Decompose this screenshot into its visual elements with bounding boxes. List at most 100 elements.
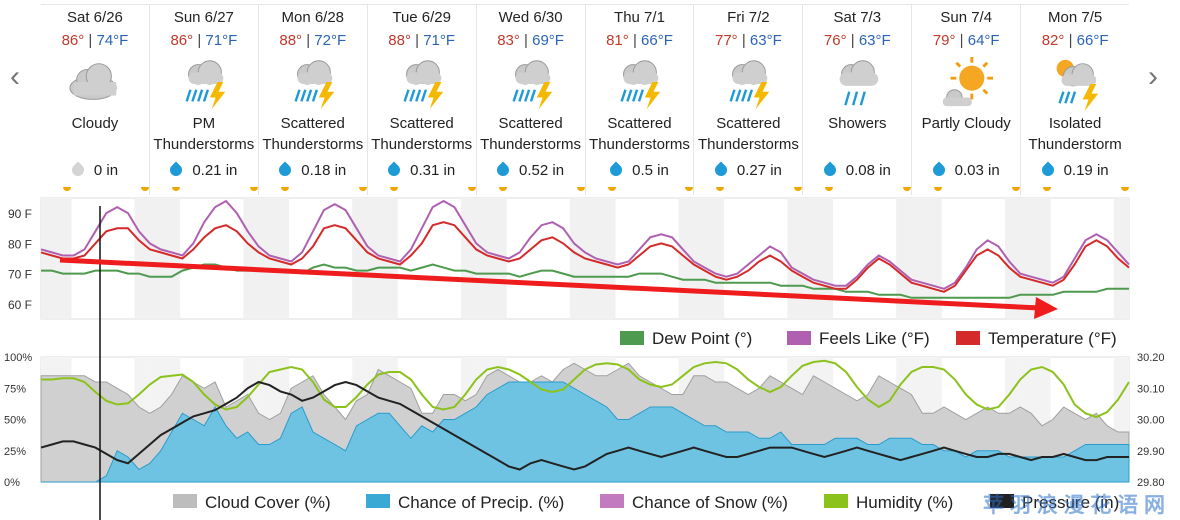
day-name: Tue 6/29 (392, 9, 451, 26)
condition-text: Scattered Thunderstorms (480, 115, 582, 153)
precip-amount: 0.31 in (368, 161, 476, 179)
legend-label: Pressure (in) (1022, 493, 1119, 512)
condition-text: Scattered Thunderstorms (589, 115, 690, 153)
legend-swatch (620, 331, 644, 345)
day-card[interactable]: Thu 7/1 81° | 66°F Scattered Thunderstorm… (586, 5, 695, 195)
thunderstorm-icon (185, 60, 226, 110)
condition-text: Showers (828, 115, 887, 132)
precip-amount: 0.27 in (694, 161, 802, 179)
sunset-marker-icon (249, 187, 258, 191)
day-name: Mon 7/5 (1048, 9, 1103, 26)
y-tick-label-left: 0% (4, 477, 20, 489)
y-tick-label: 70 F (8, 268, 32, 282)
day-temps: 81° | 66°F (606, 32, 673, 49)
day-card[interactable]: Wed 6/30 83° | 69°F Scattered Thunderstor… (477, 5, 586, 195)
sunset-marker-icon (1012, 187, 1021, 191)
day-temps: 76° | 63°F (823, 32, 891, 49)
low-temp: 64°F (967, 32, 1000, 49)
day-name: Fri 7/2 (727, 9, 770, 26)
raindrop-icon (69, 161, 87, 179)
sunset-marker-icon (576, 187, 585, 191)
prev-days-button[interactable]: ‹ (10, 60, 20, 93)
precip-amount: 0 in (41, 161, 149, 179)
high-temp: 82° (1041, 32, 1065, 49)
day-temps: 79° | 64°F (932, 32, 1000, 49)
showers-icon (839, 60, 879, 106)
low-temp: 63°F (858, 32, 891, 49)
y-tick-label-right: 29.90 (1137, 446, 1165, 458)
day-name: Sun 6/27 (173, 9, 234, 26)
legend-swatch (824, 494, 848, 508)
thunderstorm-icon (729, 60, 770, 110)
low-temp: 63°F (749, 32, 782, 49)
night-band (476, 198, 507, 319)
high-temp: 86° (170, 32, 194, 49)
low-temp: 72°F (314, 32, 347, 49)
sunrise-marker-icon (498, 187, 507, 191)
legend-swatch (990, 494, 1014, 508)
night-band (1113, 198, 1129, 319)
raindrop-icon (167, 161, 185, 179)
precip-amount: 0.18 in (259, 161, 367, 179)
night-band (149, 198, 181, 319)
raindrop-icon (607, 161, 625, 179)
day-card[interactable]: Mon 7/5 82° | 66°F Isolated Thunderstorm … (1021, 5, 1130, 195)
legend-swatch (787, 331, 811, 345)
legend-swatch (956, 331, 980, 345)
legend-label: Feels Like (°F) (819, 329, 930, 348)
sunrise-marker-icon (1043, 187, 1052, 191)
day-card[interactable]: Sat 7/3 76° | 63°F Showers 0.08 in (803, 5, 913, 195)
condition-text: Partly Cloudy (921, 115, 1011, 132)
raindrop-icon (276, 161, 294, 179)
night-band (367, 198, 398, 319)
isolated-thunderstorm-icon (1056, 59, 1099, 111)
condition-text: Scattered Thunderstorms (371, 115, 473, 153)
next-days-button[interactable]: › (1148, 60, 1158, 93)
thunderstorm-icon (620, 60, 661, 110)
legend-label: Cloud Cover (%) (205, 493, 331, 512)
day-card[interactable]: Fri 7/2 77° | 63°F Scattered Thunderstorm… (694, 5, 804, 195)
night-band (1020, 198, 1051, 319)
day-name: Sat 6/26 (67, 9, 123, 26)
condition-text: Scattered Thunderstorms (262, 115, 364, 153)
legend-label: Dew Point (°) (652, 329, 752, 348)
condition-text: Scattered Thunderstorms (697, 115, 799, 153)
daily-forecast-strip: Sat 6/26 86° | 74°F Cloudy 0 in Sun 6/27… (41, 4, 1130, 195)
sunrise-marker-icon (716, 187, 725, 191)
legend-swatch (366, 494, 390, 508)
day-card[interactable]: Tue 6/29 88° | 71°F Scattered Thunderstor… (368, 5, 477, 195)
sunrise-marker-icon (389, 187, 398, 191)
y-tick-label-left: 75% (4, 383, 26, 395)
day-name: Mon 6/28 (281, 9, 345, 26)
cloudy-icon (69, 63, 117, 100)
day-card[interactable]: Sat 6/26 86° | 74°F Cloudy 0 in (41, 5, 150, 195)
sunset-marker-icon (903, 187, 912, 191)
night-band (802, 198, 834, 319)
day-temps: 88° | 72°F (279, 32, 347, 49)
night-band (569, 198, 585, 319)
precip-amount: 0.19 in (1021, 161, 1129, 179)
thunderstorm-icon (512, 60, 552, 110)
day-card[interactable]: Sun 7/4 79° | 64°F Partly Cloudy 0.03 in (912, 5, 1022, 195)
y-tick-label-right: 29.80 (1137, 477, 1165, 489)
high-temp: 88° (279, 32, 303, 49)
sunset-marker-icon (140, 187, 149, 191)
day-card[interactable]: Mon 6/28 88° | 72°F Scattered Thunderstor… (259, 5, 368, 195)
sunrise-marker-icon (280, 187, 289, 191)
sunset-marker-icon (467, 187, 476, 191)
night-band (258, 198, 290, 319)
thunderstorm-icon (294, 60, 335, 110)
sunset-marker-icon (685, 187, 694, 191)
night-band (460, 198, 477, 319)
precipitation-chart: 100% 75% 50% 25% 0% 30.20 30.10 30.00 29.90 29.80… (4, 352, 1165, 512)
night-band (352, 198, 368, 319)
precip-amount: 0.52 in (477, 161, 585, 179)
y-tick-label-right: 30.20 (1137, 352, 1165, 364)
day-card[interactable]: Sun 6/27 86° | 71°F PM Thunderstorms 0.21… (150, 5, 259, 195)
y-tick-label-left: 25% (4, 446, 26, 458)
high-temp: 88° (388, 32, 411, 49)
temperature-chart: 90 F 80 F 70 F 60 F Dew Point (°) Feels Like… (8, 197, 1130, 348)
night-band (787, 198, 803, 319)
legend-label: Chance of Precip. (%) (398, 493, 564, 512)
day-temps: 82° | 66°F (1041, 32, 1109, 49)
